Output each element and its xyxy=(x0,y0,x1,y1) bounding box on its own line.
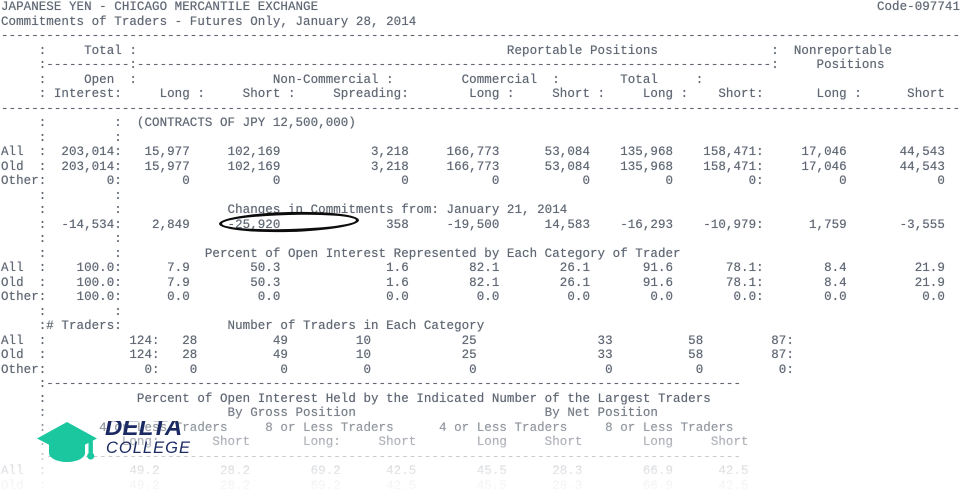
svg-text:DELTA: DELTA xyxy=(105,421,182,441)
svg-text:COLLEGE: COLLEGE xyxy=(106,439,191,457)
